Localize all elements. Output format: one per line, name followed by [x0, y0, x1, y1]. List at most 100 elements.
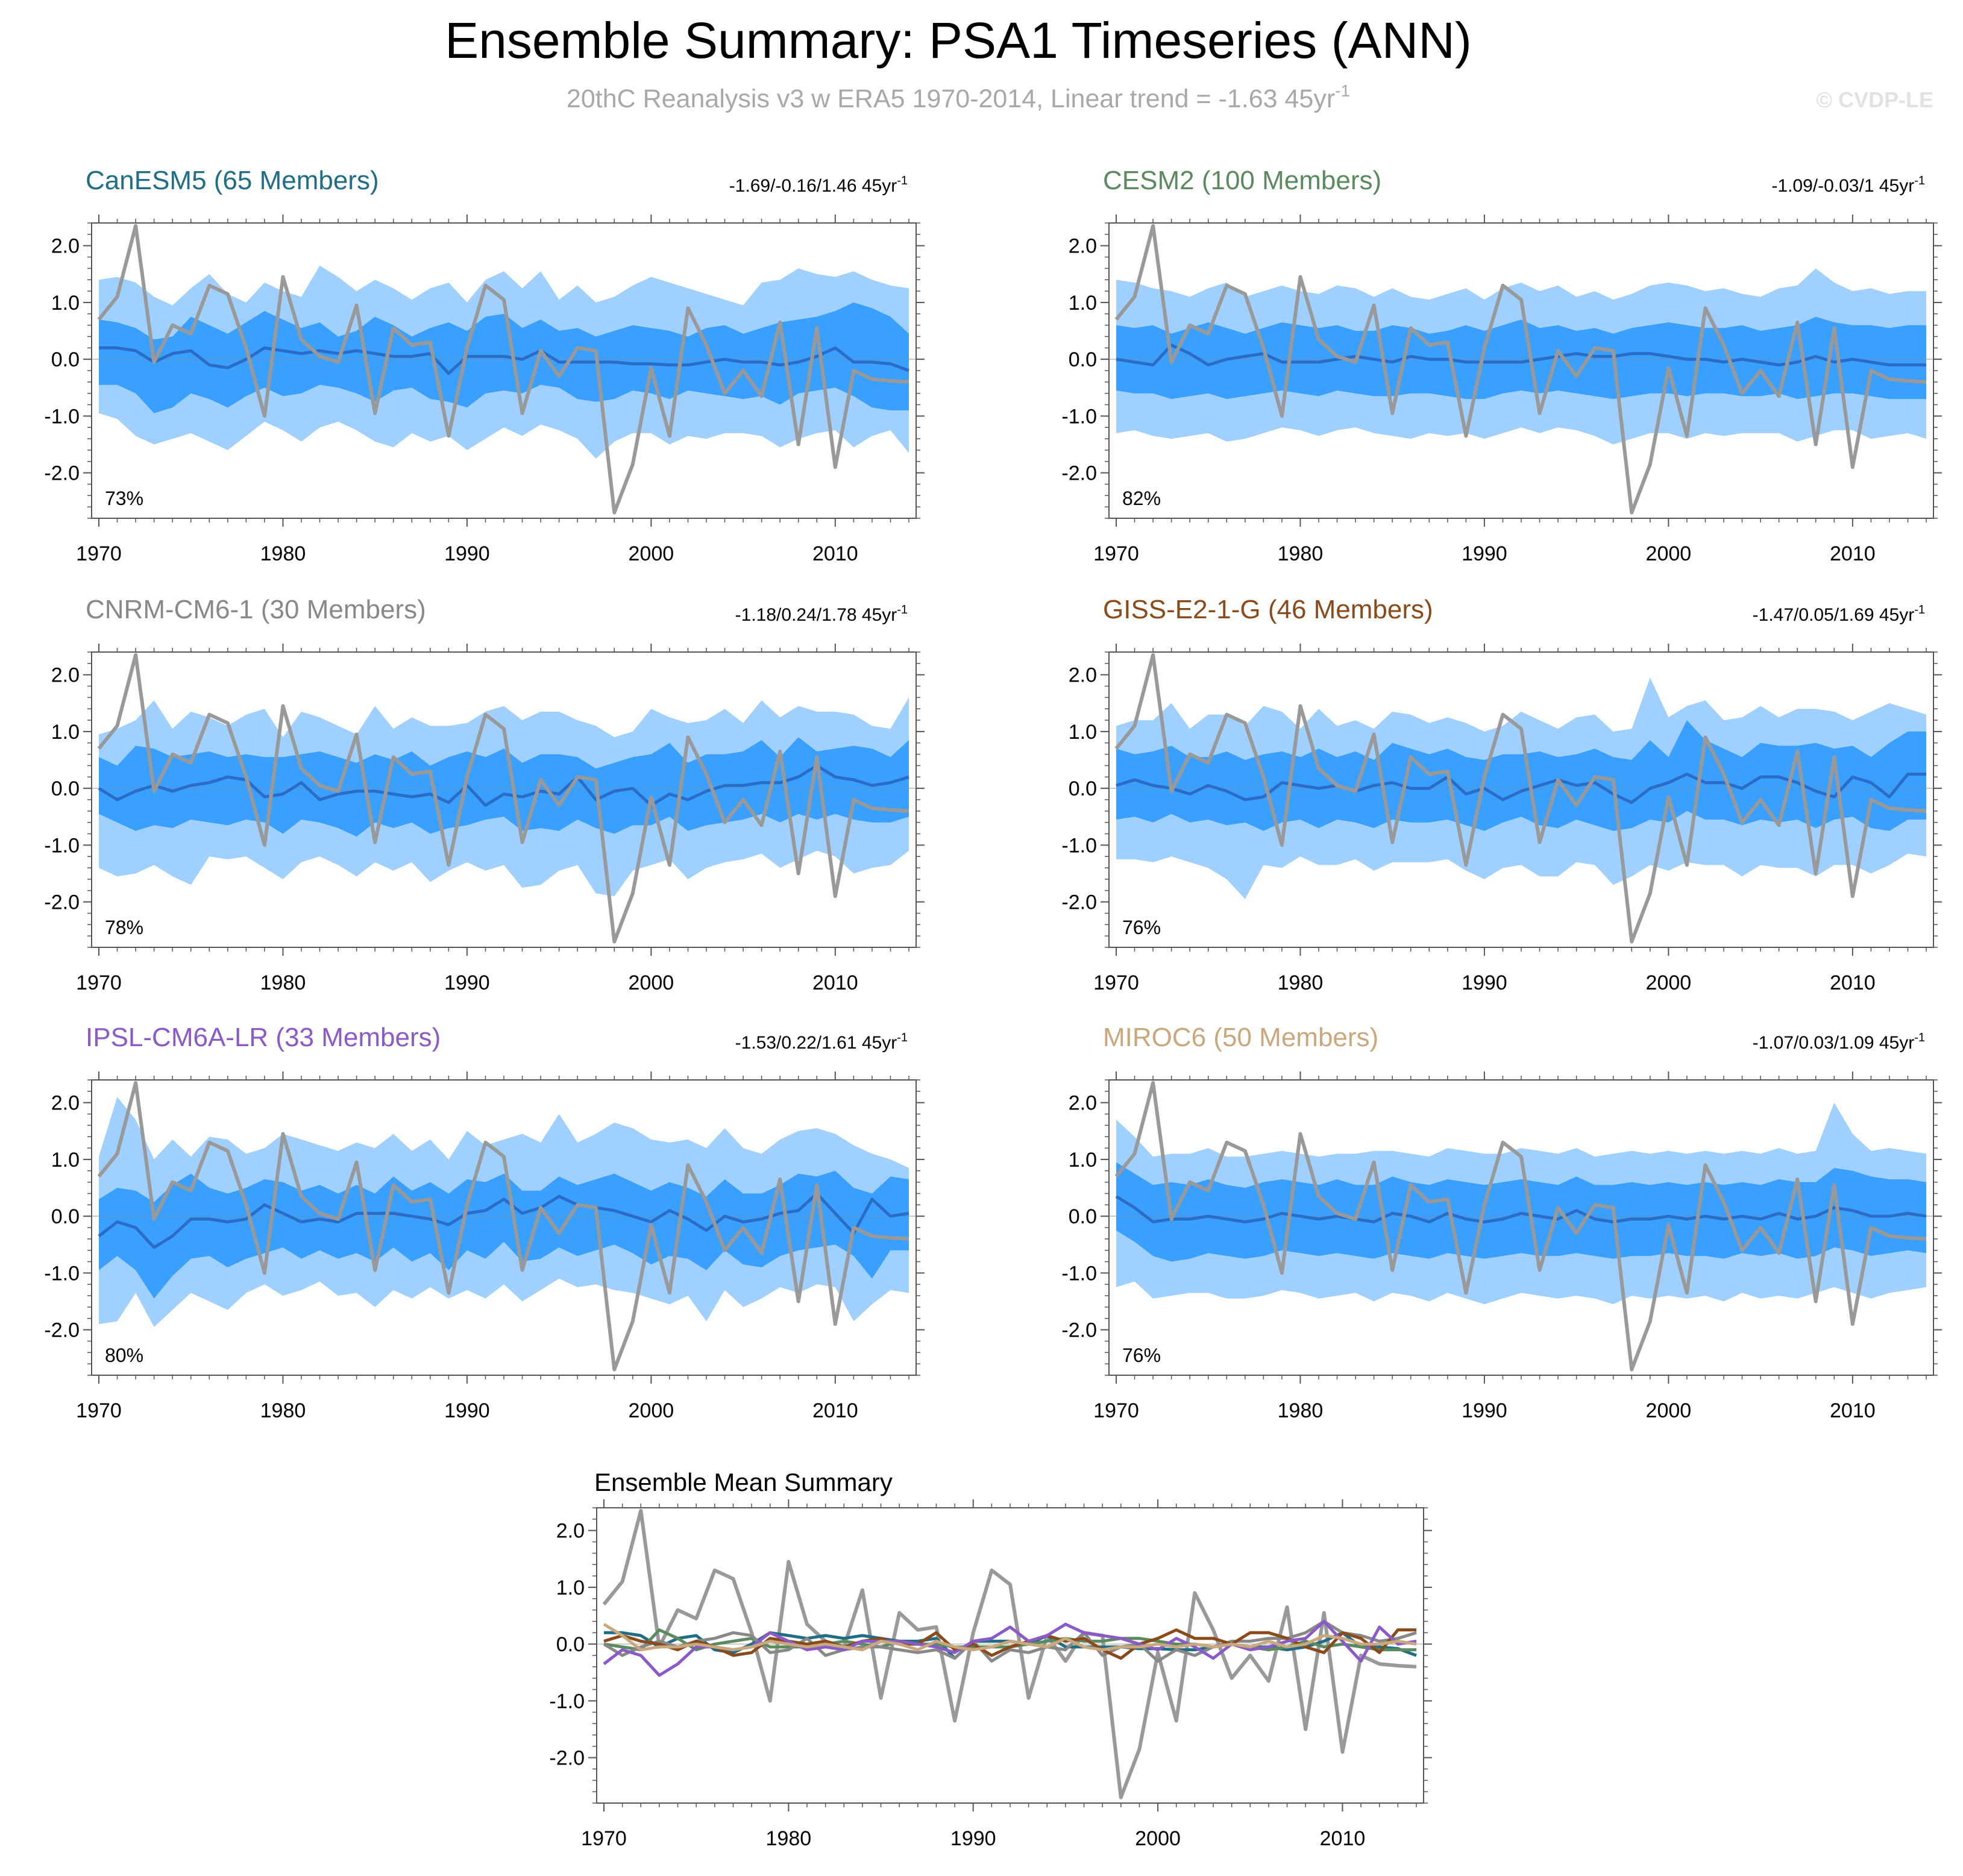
trend-text: -1.09/-0.03/1 45yr: [1771, 176, 1914, 196]
observed-line-summary: [602, 1508, 1417, 1799]
ytick-label-canesm5: -1.0: [44, 405, 80, 428]
xtick-label-cnrm: 1990: [444, 971, 490, 994]
trend-superscript: -1: [897, 1031, 908, 1044]
summary-mean-line-giss: [603, 1628, 1416, 1660]
panel-title-ipsl: IPSL-CM6A-LR (33 Members): [86, 1023, 441, 1052]
panel-title-cnrm: CNRM-CM6-1 (30 Members): [86, 595, 426, 624]
panel-title-cesm2: CESM2 (100 Members): [1103, 166, 1381, 195]
plot-content-cesm2: [1109, 224, 1933, 515]
ensemble-mean-line-canesm5: [99, 346, 909, 375]
xtick-label-cnrm: 2010: [812, 971, 858, 994]
xtick-label-miroc6: 1980: [1278, 1399, 1324, 1422]
ytick-label-cnrm: -1.0: [44, 834, 80, 857]
panel-canesm5: CanESM5 (65 Members) -1.69/-0.16/1.46 45y…: [44, 166, 925, 565]
xtick-label-giss: 1990: [1462, 971, 1507, 994]
trend-superscript: -1: [1914, 174, 1925, 187]
figure-subtitle: 20thC Reanalysis v3 w ERA5 1970-2014, Li…: [567, 81, 1350, 113]
trend-superscript: -1: [1914, 603, 1925, 616]
ytick-label-giss: -2.0: [1061, 891, 1097, 914]
trend-label-miroc6: -1.07/0.03/1.09 45yr-1: [1753, 1031, 1925, 1053]
observed-line-canesm5: [97, 224, 909, 515]
ytick-label-giss: 0.0: [1069, 777, 1097, 800]
plot-content-ipsl: [92, 1081, 916, 1372]
xtick-label-summary: 1970: [581, 1827, 627, 1850]
subtitle-main: 20thC Reanalysis v3 w ERA5 1970-2014, Li…: [567, 84, 1335, 113]
subtitle-superscript: -1: [1335, 81, 1350, 100]
xtick-label-cnrm: 1980: [260, 971, 306, 994]
inner-band-giss: [1116, 720, 1926, 831]
ytick-label-giss: 2.0: [1069, 664, 1097, 687]
inner-band-cnrm: [99, 737, 909, 837]
xtick-label-cesm2: 1990: [1462, 542, 1507, 565]
ytick-label-summary: 1.0: [556, 1576, 585, 1599]
xtick-label-ipsl: 1990: [444, 1399, 490, 1422]
xtick-label-summary: 2000: [1135, 1827, 1181, 1850]
ytick-label-ipsl: 0.0: [51, 1205, 80, 1228]
xtick-label-miroc6: 1990: [1462, 1399, 1507, 1422]
copyright-label: © CVDP-LE: [1816, 87, 1933, 112]
xtick-label-giss: 1970: [1093, 971, 1139, 994]
ytick-label-canesm5: 2.0: [51, 235, 80, 258]
observed-line-cesm2: [1114, 224, 1927, 515]
panel-cnrm: CNRM-CM6-1 (30 Members) -1.18/0.24/1.78 4…: [44, 595, 925, 994]
xtick-label-ipsl: 2010: [812, 1399, 858, 1422]
trend-text: -1.18/0.24/1.78 45yr: [735, 605, 897, 625]
percent-label-miroc6: 76%: [1122, 1344, 1161, 1366]
xtick-label-ipsl: 1980: [260, 1399, 306, 1422]
panel-summary: Ensemble Mean Summary 2.0 1.0 0.0 -1.0 -2.0 19…: [549, 1468, 1432, 1850]
trend-text: -1.53/0.22/1.61 45yr: [735, 1033, 897, 1053]
trend-label-giss: -1.47/0.05/1.69 45yr-1: [1753, 603, 1925, 625]
figure-title: Ensemble Summary: PSA1 Timeseries (ANN): [445, 12, 1472, 69]
panel-title-summary: Ensemble Mean Summary: [594, 1468, 893, 1496]
panel-ipsl: IPSL-CM6A-LR (33 Members) -1.53/0.22/1.61…: [44, 1023, 925, 1422]
ensemble-mean-line-cesm2: [1116, 344, 1926, 367]
ytick-label-canesm5: -2.0: [44, 462, 80, 485]
ytick-label-giss: 1.0: [1069, 721, 1097, 744]
observed-line-giss: [1114, 653, 1927, 944]
ytick-label-miroc6: 1.0: [1069, 1149, 1097, 1172]
ytick-label-canesm5: 1.0: [51, 292, 80, 315]
ytick-label-ipsl: 1.0: [51, 1149, 80, 1172]
plot-content-summary: [597, 1508, 1424, 1799]
xtick-label-canesm5: 2010: [812, 542, 858, 565]
plot-content-giss: [1109, 653, 1933, 944]
ytick-label-ipsl: 2.0: [51, 1092, 80, 1115]
plot-content-cnrm: [92, 653, 916, 944]
ytick-label-cesm2: 0.0: [1069, 348, 1097, 371]
xtick-label-giss: 2000: [1646, 971, 1692, 994]
trend-text: -1.69/-0.16/1.46 45yr: [729, 176, 897, 196]
ytick-label-canesm5: 0.0: [51, 348, 80, 371]
plot-area-summary: [597, 1508, 1424, 1803]
summary-mean-line-cnrm: [603, 1620, 1417, 1663]
panel-miroc6: MIROC6 (50 Members) -1.07/0.03/1.09 45yr-…: [1061, 1023, 1942, 1422]
ytick-label-summary: -2.0: [549, 1747, 585, 1770]
trend-text: -1.07/0.03/1.09 45yr: [1753, 1033, 1915, 1053]
ytick-label-cnrm: 0.0: [51, 777, 80, 800]
observed-line-ipsl: [97, 1081, 909, 1372]
xtick-label-canesm5: 1980: [260, 542, 306, 565]
ytick-label-cnrm: -2.0: [44, 891, 80, 914]
trend-label-cnrm: -1.18/0.24/1.78 45yr-1: [735, 603, 908, 625]
ytick-label-cesm2: 2.0: [1069, 235, 1097, 258]
percent-label-ipsl: 80%: [105, 1344, 143, 1366]
ytick-label-miroc6: -2.0: [1061, 1319, 1097, 1342]
trend-label-cesm2: -1.09/-0.03/1 45yr-1: [1771, 174, 1925, 196]
ytick-label-miroc6: -1.0: [1061, 1262, 1097, 1285]
ytick-label-miroc6: 0.0: [1069, 1205, 1097, 1228]
ytick-label-miroc6: 2.0: [1069, 1092, 1097, 1115]
percent-label-cnrm: 78%: [105, 917, 143, 938]
xtick-label-canesm5: 1990: [444, 542, 490, 565]
xtick-label-canesm5: 2000: [629, 542, 674, 565]
ytick-label-giss: -1.0: [1061, 834, 1097, 857]
xtick-label-miroc6: 2010: [1830, 1399, 1876, 1422]
trend-text: -1.47/0.05/1.69 45yr: [1753, 605, 1915, 625]
xtick-label-cesm2: 1970: [1093, 542, 1139, 565]
panel-giss: GISS-E2-1-G (46 Members) -1.47/0.05/1.69 …: [1061, 595, 1942, 994]
summary-mean-line-miroc6: [603, 1623, 1417, 1652]
panel-title-miroc6: MIROC6 (50 Members): [1103, 1023, 1378, 1052]
trend-label-canesm5: -1.69/-0.16/1.46 45yr-1: [729, 174, 908, 196]
trend-superscript: -1: [1914, 1031, 1925, 1044]
ensemble-mean-line-miroc6: [1115, 1195, 1927, 1224]
xtick-label-giss: 2010: [1830, 971, 1876, 994]
xtick-label-miroc6: 1970: [1093, 1399, 1139, 1422]
